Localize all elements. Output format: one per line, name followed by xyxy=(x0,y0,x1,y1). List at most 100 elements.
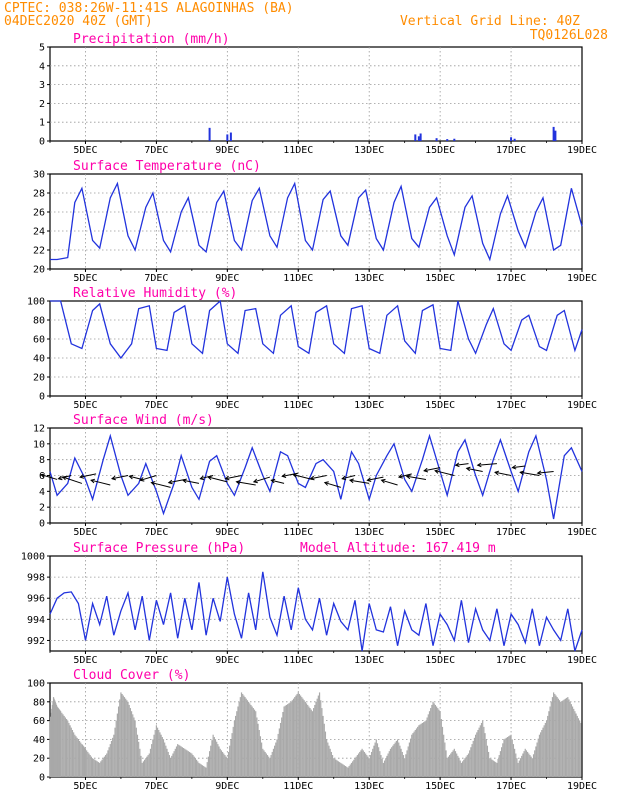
y-tick-label: 998 xyxy=(27,573,45,584)
x-tick-label: 19DEC xyxy=(567,145,597,156)
wind-arrow-shaft xyxy=(324,482,341,488)
x-tick-label: 11DEC xyxy=(283,781,313,792)
y-tick-label: 0 xyxy=(39,392,45,403)
panel-title: Precipitation (mm/h) xyxy=(73,32,230,47)
header-model-code: TQ0126L028 xyxy=(530,28,608,43)
y-tick-label: 4 xyxy=(39,61,45,72)
precip-bar xyxy=(229,132,232,141)
header-grid-line: Vertical Grid Line: 40Z xyxy=(400,14,580,29)
x-tick-label: 13DEC xyxy=(354,273,384,284)
wind-arrow-head xyxy=(128,474,134,480)
wind-arrow-head xyxy=(454,462,460,468)
x-tick-label: 7DEC xyxy=(144,145,168,156)
panel-2: 5DEC 7DEC 9DEC 11DEC 13DEC 15DEC 17DEC 19DEC 20 2… xyxy=(33,159,597,284)
wind-arrow-head xyxy=(476,462,482,468)
x-tick-label: 7DEC xyxy=(144,781,168,792)
wind-arrow-head xyxy=(397,474,403,479)
x-tick-label: 17DEC xyxy=(496,273,526,284)
precip-bar xyxy=(513,138,516,141)
y-tick-label: 6 xyxy=(39,471,45,482)
x-tick-label: 11DEC xyxy=(283,655,313,666)
x-tick-label: 7DEC xyxy=(144,655,168,666)
wind-arrow-head xyxy=(270,478,276,484)
wind-arrow-head xyxy=(111,475,116,481)
precip-bar xyxy=(208,127,211,141)
panel-title: Cloud Cover (%) xyxy=(73,668,190,683)
x-tick-label: 13DEC xyxy=(354,400,384,411)
x-tick-label: 5DEC xyxy=(73,273,97,284)
precip-bar xyxy=(446,139,449,141)
y-tick-label: 100 xyxy=(27,297,45,308)
y-tick-label: 80 xyxy=(33,697,45,708)
x-tick-label: 9DEC xyxy=(215,781,239,792)
x-tick-label: 9DEC xyxy=(215,655,239,666)
precip-bar xyxy=(417,136,420,141)
wind-arrow-head xyxy=(90,478,96,484)
y-tick-label: 994 xyxy=(27,615,45,626)
x-tick-label: 9DEC xyxy=(215,527,239,538)
wind-arrow-head xyxy=(536,470,542,476)
precip-bar xyxy=(453,138,456,141)
series-line xyxy=(50,299,583,360)
y-tick-label: 40 xyxy=(33,735,45,746)
wind-arrow-head xyxy=(79,474,85,479)
wind-arrow-head xyxy=(323,481,329,486)
panel-annotation: Model Altitude: 167.419 m xyxy=(300,541,496,556)
x-tick-label: 15DEC xyxy=(425,655,455,666)
x-tick-label: 9DEC xyxy=(215,145,239,156)
wind-arrow-shaft xyxy=(381,479,398,486)
wind-arrow-shaft xyxy=(512,465,526,469)
x-tick-label: 7DEC xyxy=(144,400,168,411)
panel-title: Surface Pressure (hPa) xyxy=(73,541,245,556)
wind-arrow-shaft xyxy=(520,471,540,476)
panel-frame xyxy=(49,555,583,652)
y-tick-label: 22 xyxy=(33,246,45,257)
wind-arrow-shaft xyxy=(253,476,271,483)
y-tick-label: 3 xyxy=(39,80,45,91)
x-tick-label: 13DEC xyxy=(354,655,384,666)
wind-arrow-shaft xyxy=(208,476,228,483)
panel-title: Relative Humidity (%) xyxy=(73,286,237,301)
y-tick-label: 28 xyxy=(33,189,45,200)
panel-title: Surface Temperature (nC) xyxy=(73,159,261,174)
y-tick-label: 0 xyxy=(39,773,45,784)
y-tick-label: 0 xyxy=(39,519,45,530)
y-tick-label: 30 xyxy=(33,170,45,181)
panel-frame xyxy=(49,173,583,270)
x-tick-label: 17DEC xyxy=(496,781,526,792)
precip-bar xyxy=(510,137,513,141)
x-tick-label: 19DEC xyxy=(567,655,597,666)
y-tick-label: 10 xyxy=(33,439,45,450)
x-tick-label: 13DEC xyxy=(354,145,384,156)
x-tick-label: 19DEC xyxy=(567,273,597,284)
header-date: 04DEC2020 40Z (GMT) xyxy=(4,14,153,29)
y-tick-label: 996 xyxy=(27,594,45,605)
wind-arrow-head xyxy=(423,467,429,473)
panel-title: Surface Wind (m/s) xyxy=(73,413,214,428)
panel-5: 5DEC 7DEC 9DEC 11DEC 13DEC 15DEC 17DEC 19DEC 992… xyxy=(21,541,597,666)
y-tick-label: 100 xyxy=(27,679,45,690)
y-tick-label: 60 xyxy=(33,716,45,727)
x-tick-label: 5DEC xyxy=(73,145,97,156)
wind-arrow-head xyxy=(434,469,440,474)
wind-arrow-shaft xyxy=(477,463,497,466)
wind-arrow-shaft xyxy=(90,479,111,486)
y-tick-label: 8 xyxy=(39,455,45,466)
header-station: CPTEC: 038:26W-11:41S ALAGOINHAS (BA) xyxy=(4,1,294,16)
y-tick-label: 60 xyxy=(33,335,45,346)
y-tick-label: 80 xyxy=(33,316,45,327)
y-tick-label: 992 xyxy=(27,636,45,647)
wind-arrow-shaft xyxy=(140,475,157,481)
wind-arrow-head xyxy=(252,478,258,484)
x-tick-label: 11DEC xyxy=(283,273,313,284)
y-tick-label: 5 xyxy=(39,43,45,54)
x-tick-label: 5DEC xyxy=(73,527,97,538)
y-tick-label: 20 xyxy=(33,754,45,765)
wind-arrow-shaft xyxy=(129,475,143,480)
precip-bar xyxy=(552,126,555,141)
wind-arrow-head xyxy=(511,464,517,470)
wind-arrow-shaft xyxy=(434,470,455,476)
panel-frame xyxy=(49,300,583,397)
wind-arrow-head xyxy=(40,473,46,478)
y-tick-label: 12 xyxy=(33,424,45,435)
